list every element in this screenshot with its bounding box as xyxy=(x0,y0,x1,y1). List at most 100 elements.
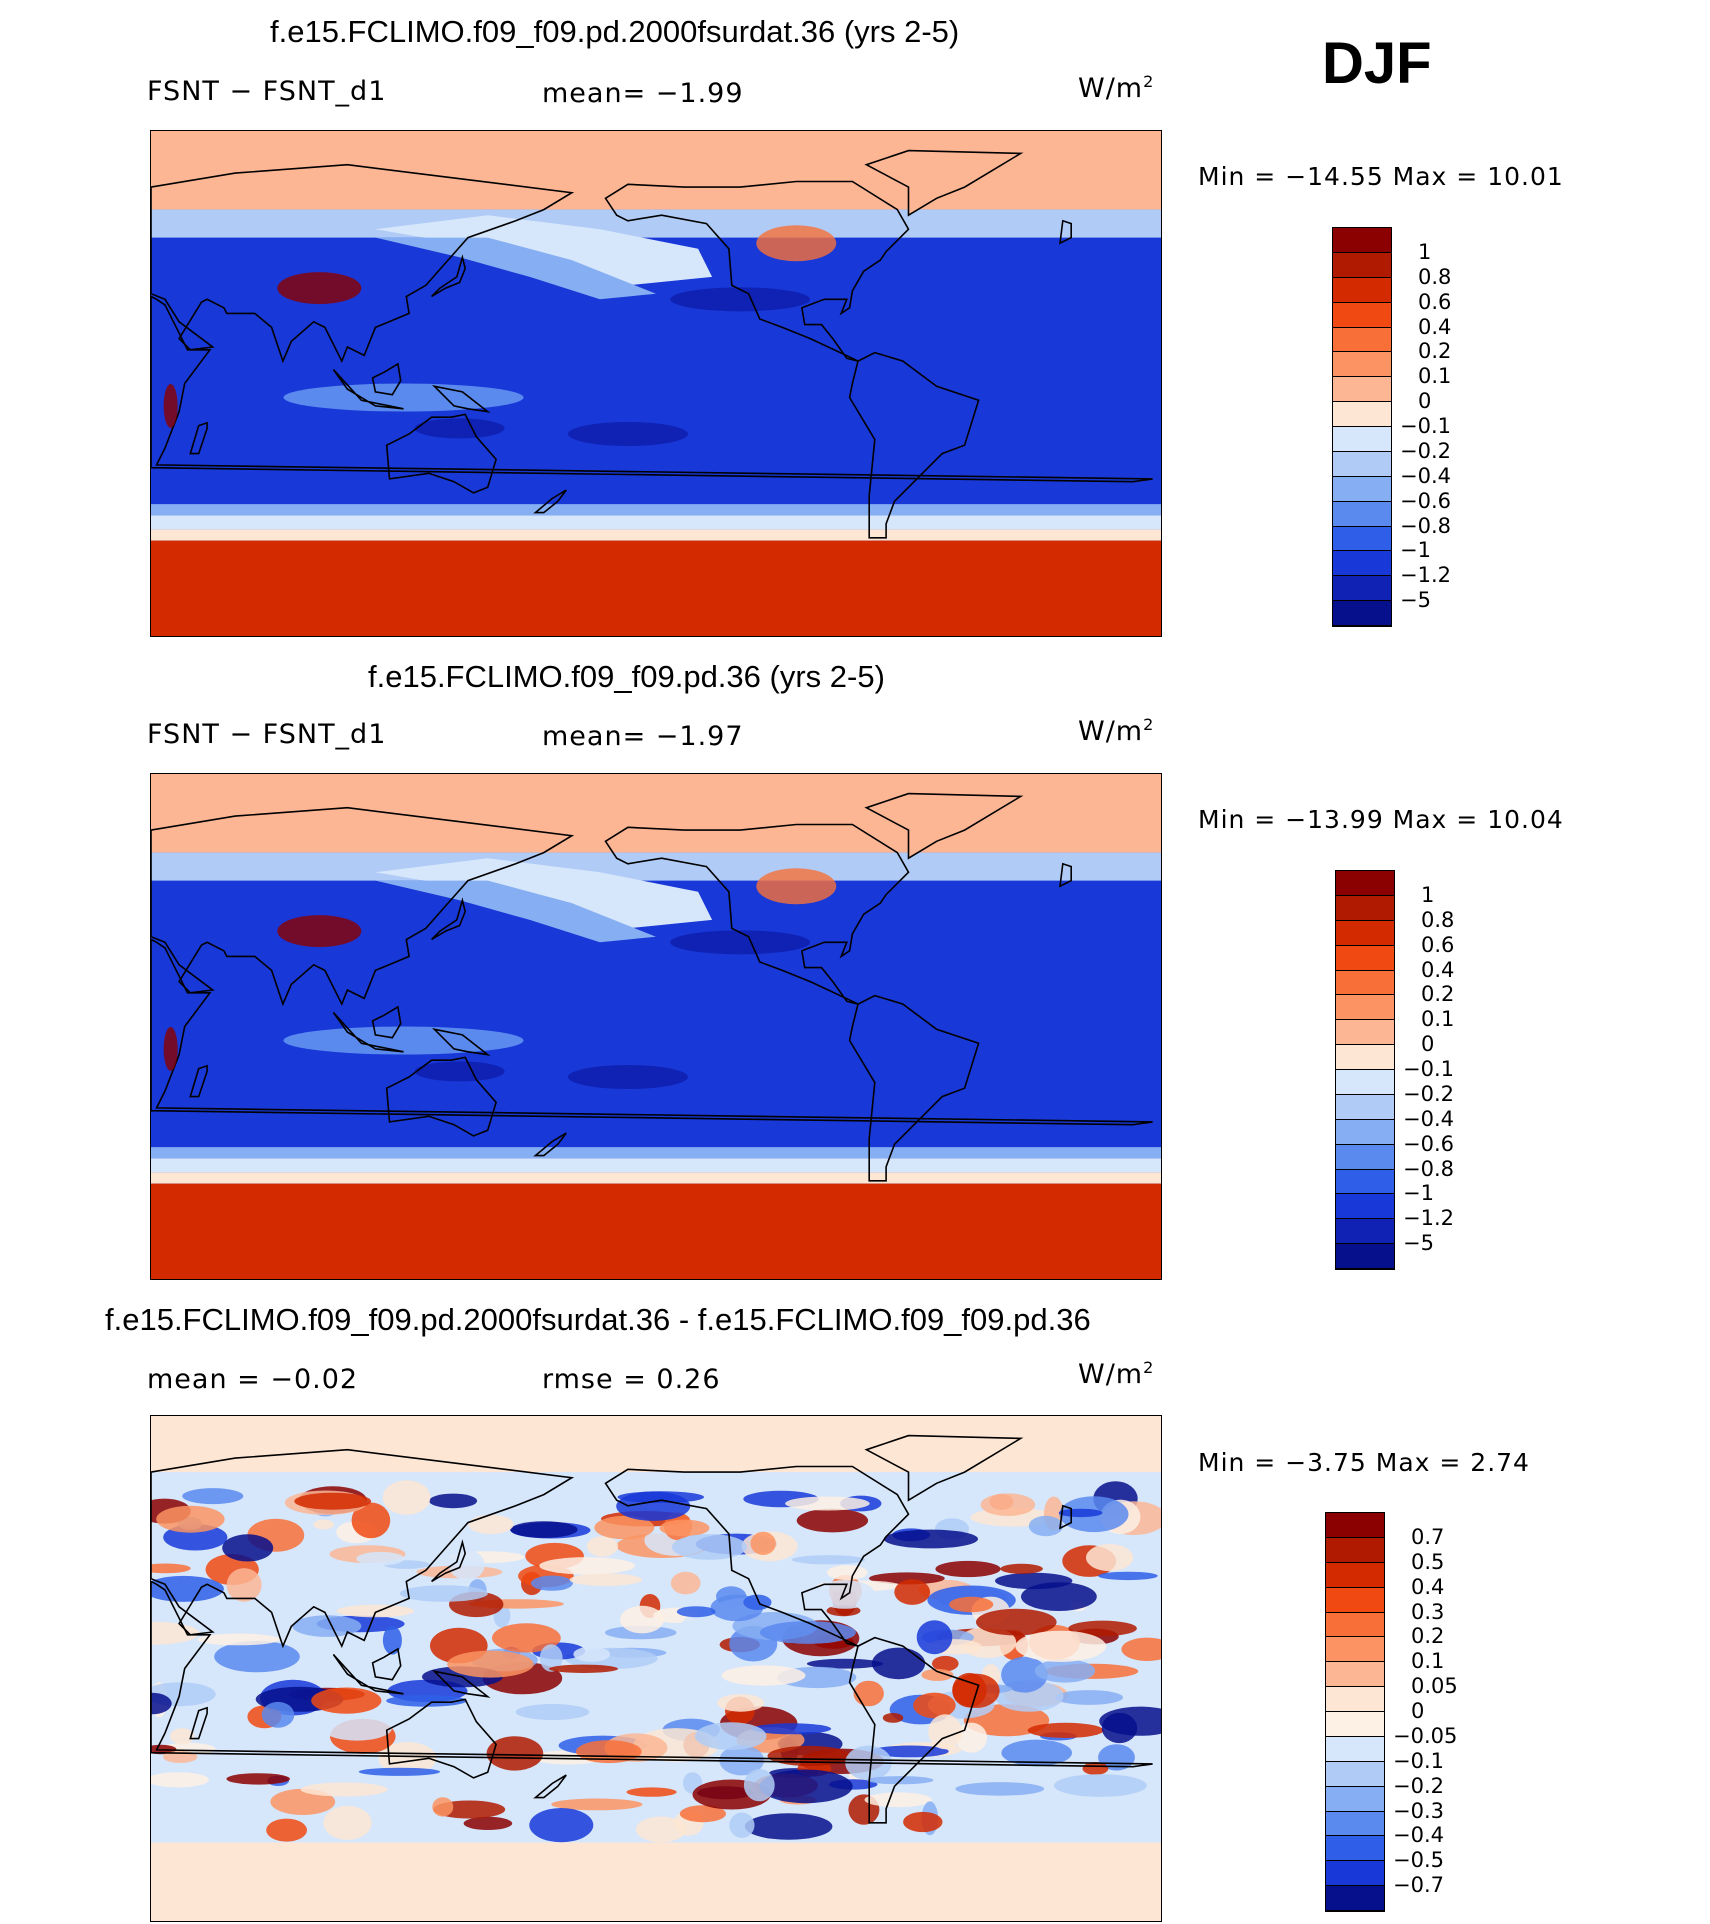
colorbar-tick-label: −1 xyxy=(1400,538,1431,563)
southern-transition-3 xyxy=(151,529,1161,541)
tibet-high xyxy=(277,272,362,305)
colorbar-cell xyxy=(1333,352,1391,378)
colorbar-tick-label: −0.7 xyxy=(1393,1873,1444,1898)
colorbar-tick-label: −0.2 xyxy=(1393,1773,1444,1798)
anomaly-patch xyxy=(952,1672,987,1708)
itcz-band xyxy=(283,1026,524,1055)
coastline-japan xyxy=(431,897,467,941)
anomaly-patch xyxy=(151,1621,200,1645)
anomaly-patch xyxy=(292,1615,362,1637)
colorbar-tick-label: 0 xyxy=(1411,1699,1425,1723)
anomaly-patch xyxy=(1121,1637,1161,1661)
coastline-uk xyxy=(1059,862,1073,888)
anomaly-patch xyxy=(659,1519,710,1537)
panel-2-mean-label: mean= −1.97 xyxy=(542,721,744,752)
panel-2-minmax: Min = −13.99 Max = 10.04 xyxy=(1198,805,1564,834)
coastline-eurasia xyxy=(151,1448,575,1649)
colorbar-cell xyxy=(1336,1169,1394,1195)
colorbar-tick-label: 0.4 xyxy=(1421,957,1455,982)
colorbar-cell xyxy=(1336,1119,1394,1145)
colorbar-tick-label: −5 xyxy=(1400,588,1431,613)
coastline-indonesia xyxy=(332,1653,404,1695)
anomaly-patch xyxy=(1101,1712,1138,1744)
anomaly-patch xyxy=(569,1573,642,1586)
colorbar-cell xyxy=(1333,476,1391,502)
anomaly-patch xyxy=(894,1579,931,1605)
anomaly-patch xyxy=(626,1787,677,1797)
colorbar-cell xyxy=(1326,1786,1384,1812)
anomaly-patch xyxy=(871,1647,926,1680)
anomaly-patch xyxy=(671,1534,747,1560)
anomaly-patch xyxy=(270,1788,336,1815)
anomaly-patch xyxy=(468,1514,514,1535)
anomaly-patch xyxy=(266,1818,307,1842)
southern-transition-2 xyxy=(151,515,1161,530)
panel-2-map xyxy=(150,773,1162,1280)
colorbar-tick-label: −0.4 xyxy=(1393,1823,1444,1848)
anomaly-patch xyxy=(226,1568,262,1602)
colorbar-tick-label: −1 xyxy=(1403,1181,1434,1206)
anomaly-patch xyxy=(729,1812,755,1838)
colorbar-tick-label: −0.1 xyxy=(1403,1057,1454,1081)
anomaly-patch xyxy=(1068,1620,1137,1637)
anomaly-patch xyxy=(1000,1563,1043,1574)
anomaly-patch xyxy=(356,1551,405,1566)
anomaly-patch xyxy=(386,1694,467,1707)
colorbar-cell xyxy=(1326,1587,1384,1613)
tropical-low-2 xyxy=(414,1061,505,1082)
colorbar-tick-label: 0.05 xyxy=(1411,1674,1458,1699)
coastline-greenland xyxy=(864,149,1024,217)
subtropical-low xyxy=(670,930,811,955)
colorbar-tick-label: −1.2 xyxy=(1403,1206,1454,1231)
coastline-borneo xyxy=(371,1005,402,1039)
anomaly-patch xyxy=(447,1650,534,1678)
anomaly-patch xyxy=(323,1805,372,1840)
anomaly-patch xyxy=(1086,1544,1134,1572)
colorbar-cell xyxy=(1326,1637,1384,1663)
colorbar-cell xyxy=(1336,1045,1394,1070)
anomaly-patch xyxy=(510,1521,578,1538)
colorbar-cell xyxy=(1336,1219,1394,1245)
coastline-newZealand xyxy=(533,489,567,514)
panel-2-colorbar xyxy=(1335,870,1395,1270)
colorbar-tick-label: 1 xyxy=(1421,882,1435,907)
coastline-madagascar xyxy=(189,1706,208,1740)
anomaly-patch xyxy=(539,1644,563,1672)
panel-1-map-svg xyxy=(151,131,1161,636)
anomaly-patch xyxy=(903,1811,943,1833)
coastline-eurasia xyxy=(151,163,575,364)
coastline-northAmerica xyxy=(604,1465,910,1647)
colorbar-tick-label: 0.1 xyxy=(1411,1649,1445,1674)
anomaly-patch xyxy=(1027,1722,1104,1738)
coastline-indonesia xyxy=(332,1011,404,1053)
colorbar-cell xyxy=(1326,1736,1384,1762)
anomaly-patch xyxy=(551,1798,643,1811)
southern-transition-1 xyxy=(151,504,1161,516)
colorbar-tick-label: 1 xyxy=(1418,239,1432,264)
coastline-northAmerica xyxy=(604,180,910,362)
anomaly-patch xyxy=(321,1715,392,1741)
coastline-greenland xyxy=(864,792,1024,860)
colorbar-tick-label: 0.8 xyxy=(1418,264,1452,289)
colorbar-cell xyxy=(1336,1070,1394,1095)
colorbar-tick-label: 0.3 xyxy=(1411,1599,1445,1624)
colorbar-tick-label: 0 xyxy=(1418,389,1432,414)
anomaly-patch xyxy=(759,1621,856,1644)
colorbar-cell xyxy=(1333,451,1391,477)
coastline-eurasia xyxy=(151,806,575,1007)
coastline-africa xyxy=(151,295,1153,483)
coastline-australia xyxy=(385,1056,497,1137)
anomaly-patch xyxy=(785,1496,870,1511)
anomaly-patch xyxy=(463,1816,513,1830)
colorbar-cell xyxy=(1333,601,1391,626)
colorbar-tick-label: 0.6 xyxy=(1421,932,1455,957)
anomaly-patch xyxy=(679,1805,727,1823)
colorbar-tick-label: 0.1 xyxy=(1418,364,1452,389)
coastline-uk xyxy=(1059,1504,1073,1530)
colorbar-cell xyxy=(1333,501,1391,527)
anomaly-patch xyxy=(759,1769,853,1804)
colorbar-cell xyxy=(1326,1761,1384,1787)
anomaly-patch xyxy=(721,1665,806,1686)
coastline-japan xyxy=(431,1539,467,1583)
colorbar-cell xyxy=(1333,228,1391,253)
